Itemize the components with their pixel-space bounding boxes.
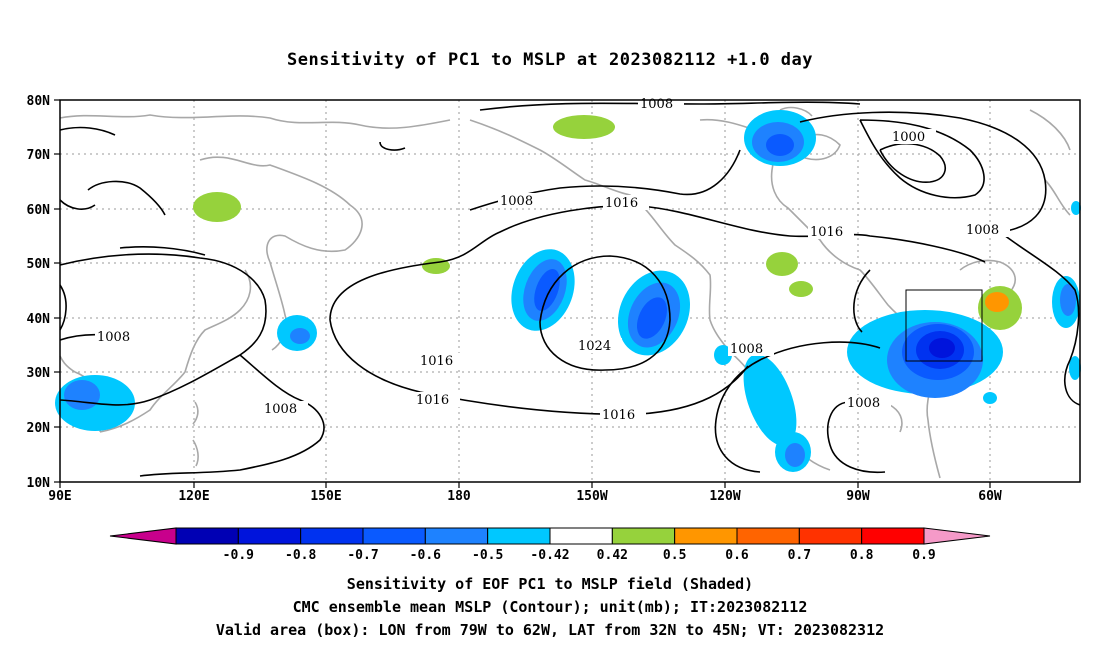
map-title: Sensitivity of PC1 to MSLP at 2023082112… [286,50,813,70]
colorbar-label: 0.7 [788,548,811,563]
colorbar-label: 0.8 [850,548,874,563]
contour-label: 1016 [420,354,453,369]
contour-label: 1008 [264,402,297,417]
latitude-labels: 80N 70N 60N 50N 40N 30N 20N 10N [27,94,51,491]
contour-label: 1008 [730,342,763,357]
colorbar-label: 0.5 [663,548,686,563]
contour-label: 1016 [810,225,843,240]
colorbar-swatch [237,527,302,545]
lon-label: 120E [178,489,209,504]
caption-line-3: Valid area (box): LON from 79W to 62W, L… [215,621,885,639]
colorbar-swatch [674,527,738,545]
valid-area-box [905,289,983,362]
shade-blue-pacific-west [511,249,575,331]
lon-label: 90W [846,489,870,504]
contour-label: 1024 [578,339,611,354]
colorbar-label: -0.42 [530,548,569,563]
shade-green-canada [766,252,798,276]
colorbar-label: 0.6 [725,548,749,563]
shade-green-canada-small [789,281,813,297]
lat-label: 60N [27,203,51,218]
colorbar-swatch [487,527,551,545]
colorbar-label: -0.5 [472,548,503,563]
colorbar-low-triangle [109,527,177,545]
lat-label: 40N [27,312,51,327]
colorbar-swatch [611,527,676,545]
contour-label: 1008 [500,194,533,209]
lon-label: 150W [576,489,607,504]
shade-green-arctic [553,115,615,139]
lat-label: 30N [27,366,51,381]
colorbar-label: 0.9 [912,548,935,563]
lat-label: 50N [27,257,51,272]
caption-line-1: Sensitivity of EOF PC1 to MSLP field (Sh… [346,575,754,593]
contour-label: 1016 [416,393,449,408]
colorbar-label: -0.7 [347,548,378,563]
lon-label: 60W [978,489,1002,504]
colorbar-label: -0.9 [223,548,254,563]
colorbar-swatch [798,527,863,545]
colorbar-swatch [736,527,800,545]
contour-labels: 1008 1000 1008 1016 1016 1008 1016 1024 … [95,96,1010,423]
tick-marks [54,99,991,488]
shade-orange-atlantic [985,292,1009,312]
contour-label: 1000 [892,130,925,145]
contour-label: 1016 [602,408,635,423]
lat-label: 20N [27,421,51,436]
shade-green-siberia [193,192,241,222]
lon-label: 120W [709,489,740,504]
sensitivity-shading [55,110,1081,472]
colorbar-label: -0.6 [410,548,441,563]
lon-label: 150E [310,489,341,504]
colorbar-swatch [175,527,239,545]
lat-label: 80N [27,94,51,109]
colorbar-high-triangle [923,527,991,545]
colorbar-swatch [549,527,613,545]
colorbar-swatch [861,527,925,545]
caption-line-2: CMC ensemble mean MSLP (Contour); unit(m… [292,598,808,616]
contour-label: 1008 [847,396,880,411]
shade-blue-atlantic-east [1052,201,1081,380]
colorbar-swatch [362,527,426,545]
lat-label: 70N [27,148,51,163]
lon-label: 180 [447,489,471,504]
contour-label: 1008 [97,330,130,345]
shade-blue-mexico [714,345,811,472]
lat-label: 10N [27,476,51,491]
shade-blue-arctic [744,110,816,166]
longitude-labels: 90E 120E 150E 180 150W 120W 90W 60W [48,489,1002,504]
colorbar-label: 0.42 [597,548,628,563]
colorbar: -0.9 -0.8 -0.7 -0.6 -0.5 -0.42 0.42 0.5 0.6 0.7 0.… [109,527,991,563]
shade-blue-us-east [847,310,1003,404]
lon-label: 90E [48,489,71,504]
map-frame [59,99,1081,483]
contour-label: 1016 [605,196,638,211]
contour-label: 1008 [966,223,999,238]
colorbar-swatch [300,527,364,545]
shade-blue-japan [277,315,317,351]
colorbar-swatch [424,527,489,545]
colorbar-label: -0.8 [285,548,316,563]
